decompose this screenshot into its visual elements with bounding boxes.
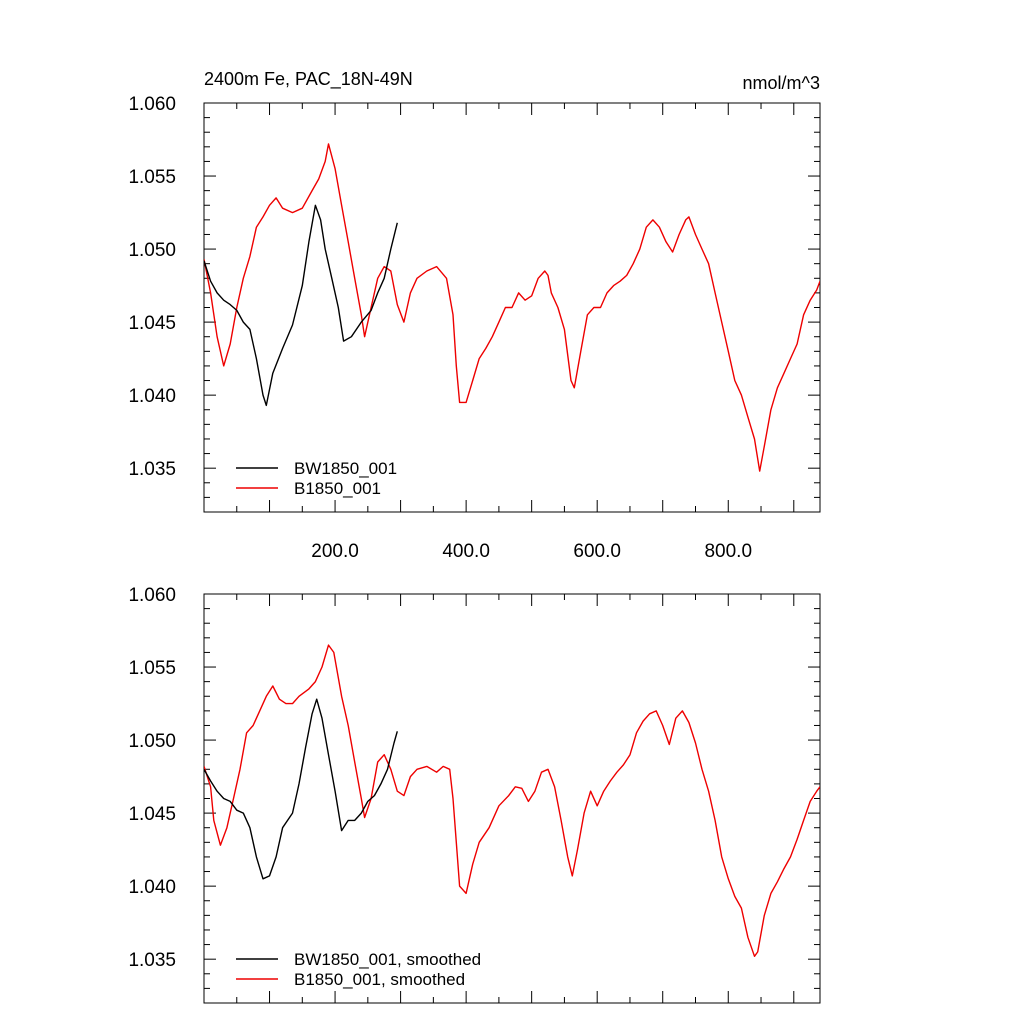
x-tick-label: 800.0 <box>704 541 752 562</box>
y-tick-label: 1.040 <box>128 386 176 407</box>
y-tick-label: 1.035 <box>128 459 176 480</box>
top-panel: 1.035 1.040 1.045 1.050 1.055 1.060 200.0 400.0… <box>128 69 821 562</box>
units-label: nmol/m^3 <box>743 73 820 93</box>
y-tick-label: 1.050 <box>128 240 176 261</box>
y-tick-label: 1.045 <box>128 804 176 825</box>
y-tick-label: 1.040 <box>128 877 176 898</box>
y-tick-label: 1.055 <box>128 167 176 188</box>
chart-title: 2400m Fe, PAC_18N-49N <box>204 69 413 90</box>
series-line-b1850-001-smoothed <box>204 644 820 957</box>
x-tick-label: 200.0 <box>311 541 359 562</box>
legend-label: B1850_001 <box>294 479 381 498</box>
y-tick-label: 1.035 <box>128 950 176 971</box>
series-line-bw1850-001-smoothed <box>204 698 398 880</box>
y-tick-label: 1.050 <box>128 731 176 752</box>
y-tick-label: 1.060 <box>128 94 176 115</box>
y-tick-label: 1.045 <box>128 313 176 334</box>
legend-label: B1850_001, smoothed <box>294 970 465 989</box>
legend-label: BW1850_001 <box>294 459 397 478</box>
y-tick-label: 1.060 <box>128 585 176 606</box>
x-tick-label: 600.0 <box>573 541 621 562</box>
bottom-panel: 1.035 1.040 1.045 1.050 1.055 1.060 BW1850_001… <box>128 585 821 1004</box>
y-tick-label: 1.055 <box>128 658 176 679</box>
x-tick-label: 400.0 <box>442 541 490 562</box>
series-line-b1850-001 <box>204 143 820 472</box>
legend-label: BW1850_001, smoothed <box>294 950 481 969</box>
series-line-bw1850-001 <box>204 204 398 407</box>
